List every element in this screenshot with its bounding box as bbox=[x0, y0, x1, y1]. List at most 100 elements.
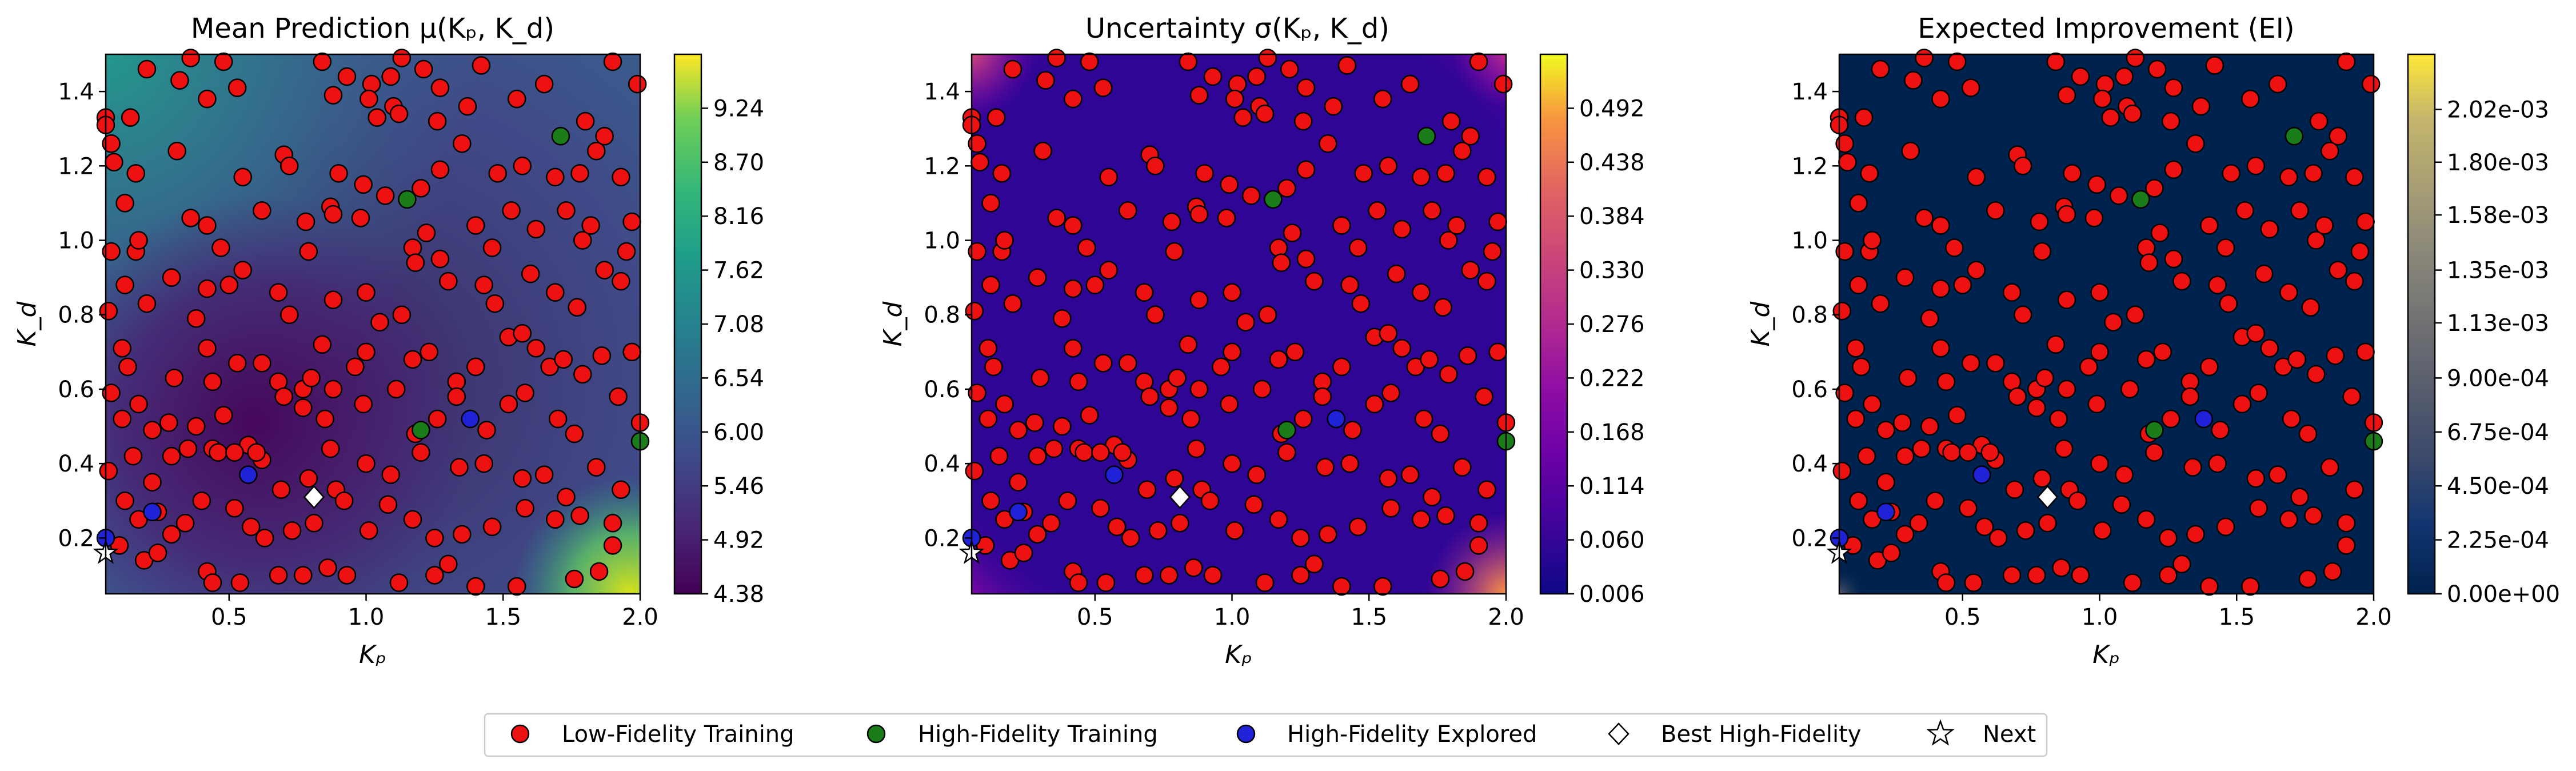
low-fidelity-point bbox=[466, 577, 485, 596]
low-fidelity-point bbox=[1477, 480, 1496, 499]
low-fidelity-point bbox=[1967, 167, 1986, 187]
low-fidelity-point bbox=[1099, 167, 1118, 187]
low-fidelity-point bbox=[2159, 566, 2178, 585]
low-fidelity-point bbox=[198, 339, 217, 358]
low-fidelity-point bbox=[2057, 379, 2076, 399]
low-fidelity-point bbox=[2323, 562, 2342, 581]
low-fidelity-point bbox=[1220, 394, 1239, 414]
y-tick-label: 0.4 bbox=[924, 451, 960, 477]
low-fidelity-point bbox=[334, 491, 354, 510]
high-fidelity-training-point bbox=[2131, 190, 2150, 209]
low-fidelity-point bbox=[211, 238, 230, 257]
low-fidelity-point bbox=[2109, 186, 2128, 205]
high-fidelity-explored-point bbox=[1972, 465, 1991, 484]
low-fidelity-point bbox=[269, 283, 288, 302]
low-fidelity-point bbox=[337, 67, 357, 86]
low-fidelity-point bbox=[1269, 238, 1288, 257]
colorbar-tick-label: 9.00e-04 bbox=[2447, 365, 2549, 392]
low-fidelity-point bbox=[2172, 271, 2191, 291]
low-fidelity-point bbox=[313, 52, 332, 71]
low-fidelity-point bbox=[2161, 409, 2180, 429]
low-fidelity-point bbox=[1453, 142, 1472, 161]
low-fidelity-point bbox=[1348, 238, 1368, 257]
low-fidelity-point bbox=[1412, 283, 1431, 302]
low-fidelity-point bbox=[557, 488, 576, 506]
low-fidelity-point bbox=[1947, 406, 1967, 425]
low-fidelity-point bbox=[981, 275, 1000, 294]
low-fidelity-point bbox=[280, 157, 299, 175]
low-fidelity-point bbox=[1028, 525, 1047, 544]
low-fidelity-point bbox=[115, 491, 134, 510]
low-fidelity-point bbox=[1223, 454, 1241, 473]
colorbar-tick-label: 1.80e-03 bbox=[2447, 150, 2549, 176]
low-fidelity-point bbox=[1348, 517, 1368, 537]
low-fidelity-point bbox=[2246, 324, 2266, 343]
low-fidelity-point bbox=[1168, 369, 1187, 388]
low-fidelity-point bbox=[1077, 238, 1096, 257]
low-fidelity-point bbox=[360, 89, 378, 109]
low-fidelity-point bbox=[2159, 529, 2178, 548]
low-fidelity-point bbox=[1373, 89, 1392, 109]
low-fidelity-point bbox=[2090, 342, 2109, 362]
low-fidelity-point bbox=[1189, 205, 1209, 224]
low-fidelity-point bbox=[1217, 209, 1236, 227]
low-fidelity-point bbox=[2057, 86, 2076, 105]
low-fidelity-point bbox=[2063, 164, 2082, 183]
low-fidelity-point bbox=[2219, 294, 2238, 313]
low-fidelity-point bbox=[99, 461, 118, 481]
low-fidelity-point bbox=[181, 209, 200, 227]
low-fidelity-point bbox=[299, 242, 318, 261]
low-fidelity-point bbox=[1895, 446, 1915, 466]
low-fidelity-point bbox=[1431, 569, 1450, 589]
low-fidelity-point bbox=[488, 164, 507, 183]
low-fidelity-point bbox=[1343, 421, 1362, 440]
legend-label: High-Fidelity Training bbox=[918, 721, 1158, 748]
y-tick-label: 0.8 bbox=[1791, 302, 1828, 329]
low-fidelity-point bbox=[1431, 424, 1450, 444]
low-fidelity-point bbox=[1961, 78, 1980, 97]
low-fidelity-point bbox=[214, 406, 233, 425]
low-fidelity-point bbox=[324, 290, 343, 309]
y-tick-label: 1.4 bbox=[924, 79, 960, 105]
low-fidelity-point bbox=[2164, 249, 2183, 269]
colorbar-tick-label: 0.492 bbox=[1579, 95, 1645, 122]
y-ticks: 0.2 0.4 0.6 0.8 1.0 1.2 1.4 bbox=[58, 79, 106, 552]
low-fidelity-point bbox=[425, 529, 444, 548]
low-fidelity-point bbox=[225, 499, 244, 518]
low-fidelity-point bbox=[389, 104, 409, 123]
y-tick-label: 0.2 bbox=[924, 525, 960, 552]
low-fidelity-point bbox=[2191, 97, 2211, 116]
low-fidelity-point bbox=[2342, 387, 2361, 406]
low-fidelity-point bbox=[253, 354, 271, 373]
low-fidelity-point bbox=[1915, 49, 1934, 67]
low-fidelity-point bbox=[2093, 89, 2112, 109]
low-fidelity-point bbox=[1986, 354, 2005, 373]
low-fidelity-point bbox=[557, 201, 576, 220]
legend-marker-high-fidelity-explored bbox=[1236, 724, 1256, 744]
low-fidelity-point bbox=[2068, 491, 2087, 510]
low-fidelity-point bbox=[2101, 108, 2120, 127]
low-fidelity-point bbox=[357, 283, 376, 302]
low-fidelity-point bbox=[2309, 111, 2329, 131]
high-fidelity-training-point bbox=[2145, 421, 2164, 440]
y-tick-label: 0.8 bbox=[58, 302, 94, 329]
low-fidelity-point bbox=[1412, 167, 1431, 187]
low-fidelity-point bbox=[269, 566, 288, 585]
low-fidelity-point bbox=[453, 134, 472, 153]
low-fidelity-point bbox=[612, 271, 630, 291]
low-fidelity-point bbox=[1146, 305, 1165, 324]
low-fidelity-point bbox=[376, 186, 395, 205]
low-fidelity-point bbox=[979, 339, 998, 358]
low-fidelity-point bbox=[1961, 354, 1980, 373]
low-fidelity-point bbox=[1258, 305, 1277, 324]
low-fidelity-point bbox=[315, 409, 334, 429]
low-fidelity-point bbox=[118, 357, 137, 377]
low-fidelity-point bbox=[126, 164, 145, 183]
low-fidelity-point bbox=[412, 443, 430, 462]
low-fidelity-point bbox=[981, 194, 1000, 213]
low-fidelity-point bbox=[485, 294, 505, 313]
low-fidelity-point bbox=[474, 275, 493, 294]
low-fidelity-point bbox=[203, 372, 222, 392]
low-fidelity-point bbox=[2216, 238, 2235, 257]
low-fidelity-point bbox=[1469, 514, 1488, 533]
